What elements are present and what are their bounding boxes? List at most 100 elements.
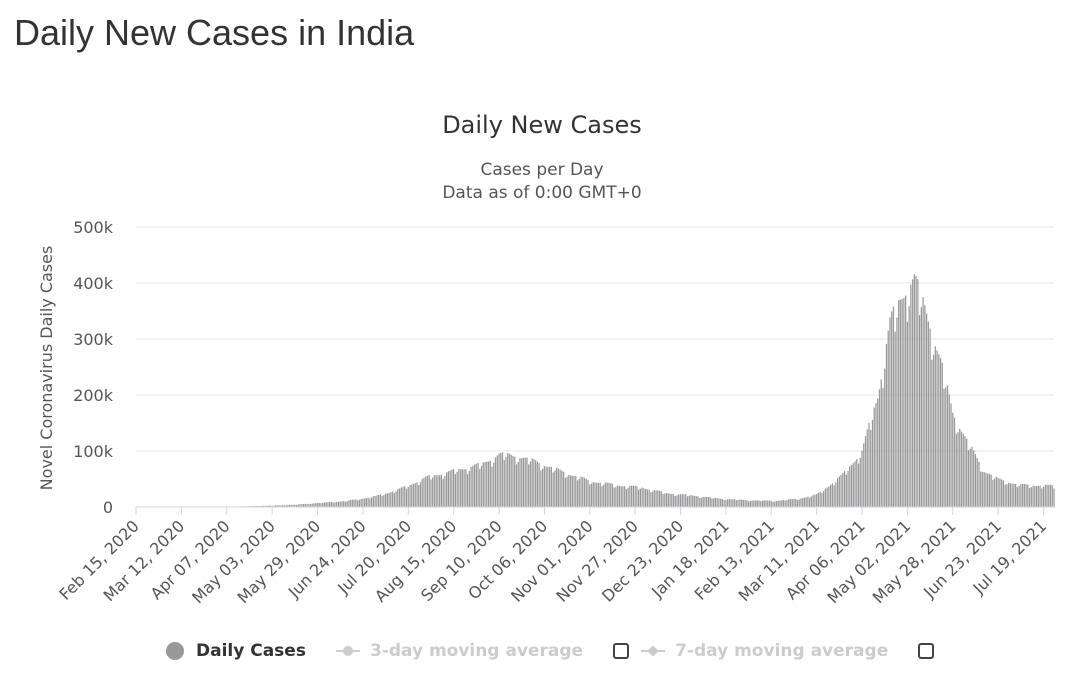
daily-case-bar[interactable] [430, 479, 432, 507]
daily-case-bar[interactable] [557, 468, 559, 507]
daily-case-bar[interactable] [482, 462, 484, 507]
daily-case-bar[interactable] [285, 505, 287, 507]
daily-case-bar[interactable] [892, 306, 895, 507]
daily-case-bar[interactable] [695, 496, 697, 507]
daily-case-bar[interactable] [829, 484, 832, 507]
daily-case-bar[interactable] [1027, 484, 1029, 507]
daily-case-bar[interactable] [383, 495, 385, 507]
daily-case-bar[interactable] [983, 472, 985, 507]
daily-case-bar[interactable] [514, 456, 516, 507]
daily-case-bar[interactable] [819, 491, 821, 507]
daily-case-bar[interactable] [1030, 487, 1032, 507]
daily-case-bar[interactable] [1021, 483, 1024, 507]
daily-case-bar[interactable] [458, 469, 460, 507]
daily-case-bar[interactable] [966, 438, 968, 507]
daily-case-bar[interactable] [688, 495, 690, 507]
daily-case-bar[interactable] [985, 472, 987, 507]
daily-case-bar[interactable] [381, 496, 383, 507]
daily-case-bar[interactable] [632, 485, 635, 507]
daily-case-bar[interactable] [964, 436, 966, 507]
daily-case-bar[interactable] [287, 505, 289, 507]
daily-case-bar[interactable] [466, 474, 469, 507]
daily-case-bar[interactable] [350, 500, 352, 507]
daily-case-bar[interactable] [658, 490, 661, 507]
daily-case-bar[interactable] [1041, 488, 1043, 507]
daily-case-bar[interactable] [994, 478, 996, 507]
daily-case-bar[interactable] [498, 453, 500, 507]
daily-case-bar[interactable] [817, 492, 820, 507]
daily-case-bar[interactable] [533, 459, 535, 507]
daily-case-bar[interactable] [791, 498, 793, 507]
daily-case-bar[interactable] [651, 491, 654, 507]
daily-case-bar[interactable] [866, 429, 868, 507]
daily-case-bar[interactable] [936, 350, 938, 507]
daily-case-bar[interactable] [960, 431, 963, 507]
daily-case-bar[interactable] [847, 470, 849, 507]
daily-case-bar[interactable] [728, 499, 731, 507]
daily-case-bar[interactable] [302, 504, 305, 507]
daily-case-bar[interactable] [1034, 485, 1036, 507]
daily-case-bar[interactable] [980, 471, 982, 507]
daily-case-bar[interactable] [941, 362, 943, 507]
daily-case-bar[interactable] [611, 483, 614, 507]
daily-case-bar[interactable] [370, 497, 373, 507]
daily-case-bar[interactable] [747, 501, 750, 507]
daily-case-bar[interactable] [795, 498, 797, 507]
daily-case-bar[interactable] [468, 471, 470, 507]
daily-case-bar[interactable] [767, 500, 769, 507]
daily-case-bar[interactable] [974, 454, 977, 507]
daily-case-bar[interactable] [697, 496, 699, 507]
daily-case-bar[interactable] [903, 297, 905, 507]
daily-case-bar[interactable] [545, 466, 547, 507]
daily-case-bar[interactable] [768, 500, 771, 507]
daily-case-bar[interactable] [959, 428, 961, 507]
daily-case-bar[interactable] [665, 492, 668, 507]
daily-case-bar[interactable] [824, 488, 826, 507]
daily-case-bar[interactable] [833, 485, 835, 507]
daily-case-bar[interactable] [294, 504, 296, 507]
daily-case-bar[interactable] [512, 455, 514, 507]
daily-case-bar[interactable] [826, 487, 828, 507]
daily-case-bar[interactable] [957, 432, 959, 507]
daily-case-bar[interactable] [384, 493, 387, 507]
daily-case-bar[interactable] [922, 297, 924, 507]
daily-case-bar[interactable] [454, 474, 457, 507]
daily-case-bar[interactable] [318, 502, 320, 507]
daily-case-bar[interactable] [896, 317, 898, 507]
daily-case-bar[interactable] [737, 499, 739, 507]
daily-case-bar[interactable] [561, 470, 563, 507]
daily-case-bar[interactable] [295, 504, 298, 507]
daily-case-bar[interactable] [416, 482, 418, 507]
daily-case-bar[interactable] [746, 500, 748, 507]
daily-case-bar[interactable] [932, 354, 935, 507]
daily-case-bar[interactable] [505, 456, 507, 507]
daily-case-bar[interactable] [353, 499, 355, 507]
daily-case-bar[interactable] [638, 489, 640, 507]
daily-case-bar[interactable] [322, 502, 324, 507]
daily-case-bar[interactable] [840, 474, 842, 507]
daily-case-bar[interactable] [479, 468, 481, 507]
daily-case-bar[interactable] [390, 492, 392, 507]
daily-case-bar[interactable] [887, 330, 889, 507]
daily-case-bar[interactable] [950, 403, 952, 507]
daily-case-bar[interactable] [421, 478, 423, 507]
daily-case-bar[interactable] [405, 488, 408, 507]
legend-item-daily-cases[interactable]: Daily Cases [166, 641, 306, 661]
daily-case-bar[interactable] [931, 359, 933, 507]
daily-case-bar[interactable] [679, 494, 682, 507]
daily-case-bar[interactable] [281, 505, 284, 507]
daily-case-bar[interactable] [487, 461, 490, 507]
daily-case-bar[interactable] [1014, 483, 1017, 507]
daily-case-bar[interactable] [334, 502, 336, 507]
daily-case-bar[interactable] [379, 494, 381, 507]
daily-case-bar[interactable] [269, 505, 272, 507]
daily-case-bar[interactable] [854, 461, 856, 507]
daily-case-bar[interactable] [351, 499, 354, 507]
daily-case-bar[interactable] [425, 476, 427, 507]
daily-case-bar[interactable] [772, 501, 774, 507]
daily-case-bar[interactable] [608, 482, 610, 507]
daily-case-bar[interactable] [885, 343, 888, 507]
daily-case-bar[interactable] [325, 502, 327, 507]
daily-case-bar[interactable] [364, 498, 366, 507]
daily-case-bar[interactable] [955, 433, 957, 507]
